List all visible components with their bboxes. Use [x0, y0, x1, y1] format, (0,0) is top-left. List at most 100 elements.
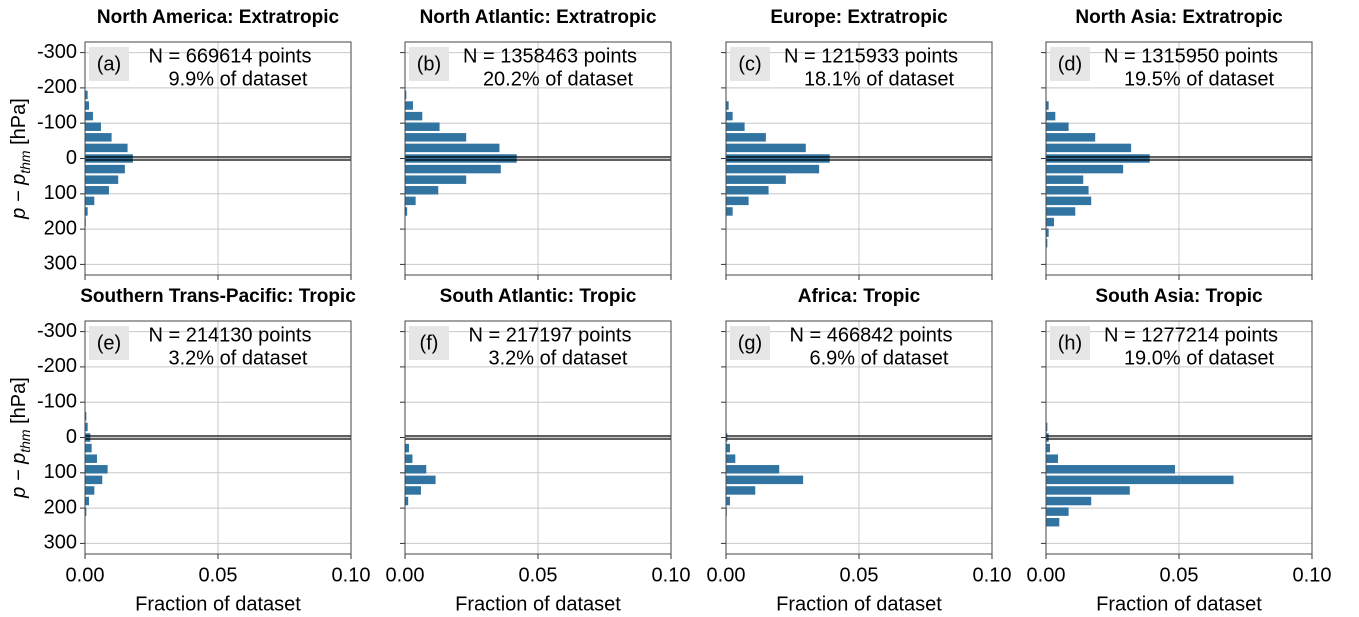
plot-frame	[84, 41, 352, 276]
x-tick-label: 0.00	[1027, 564, 1066, 586]
y-tick-label: 200	[44, 496, 77, 518]
x-tick-label: 0.00	[386, 564, 425, 586]
bar	[85, 412, 87, 421]
panel-label: (f)	[420, 332, 439, 354]
bar	[405, 465, 427, 474]
y-axis-label: p − pthm [hPa]	[8, 98, 32, 220]
annotation: N = 214130 points	[149, 324, 312, 346]
panel-title: North Asia: Extratropic	[1075, 7, 1283, 28]
panel-label-box	[730, 326, 770, 360]
annotation: 19.5% of dataset	[1124, 68, 1275, 90]
plot-frame	[1045, 320, 1313, 555]
annotation: 18.1% of dataset	[804, 68, 955, 90]
panel-title: South Asia: Tropic	[1095, 286, 1263, 307]
bar	[405, 196, 416, 206]
bar	[726, 207, 733, 216]
bar	[405, 475, 436, 485]
bar	[726, 143, 806, 153]
bar	[405, 90, 407, 100]
y-axis-label-part: [hPa]	[8, 377, 30, 429]
bar	[1046, 465, 1176, 474]
bar	[726, 186, 769, 195]
annotation: N = 1215933 points	[784, 45, 958, 67]
y-tick-label: 300	[44, 253, 77, 275]
bar	[726, 496, 730, 506]
annotation: N = 466842 points	[790, 324, 953, 346]
panel-label-box	[1050, 326, 1090, 360]
bar	[405, 207, 408, 216]
bar	[1046, 101, 1049, 110]
bar	[85, 443, 92, 453]
bar	[85, 465, 108, 474]
bar	[1046, 122, 1069, 131]
plot-frame	[84, 320, 352, 555]
panel-label: (a)	[97, 53, 121, 75]
bar	[1046, 154, 1150, 163]
bar	[405, 101, 413, 110]
bar	[1046, 164, 1124, 174]
y-tick-label: 100	[44, 461, 77, 483]
bar	[1046, 517, 1060, 527]
annotation: N = 1277214 points	[1104, 324, 1278, 346]
panel-title: Africa: Tropic	[798, 286, 921, 307]
annotation: N = 217197 points	[469, 324, 632, 346]
bar	[405, 154, 517, 163]
bar	[85, 496, 89, 506]
plot-frame	[404, 41, 672, 276]
x-tick-label: 0.00	[707, 564, 746, 586]
plot-frame	[725, 320, 993, 555]
bar	[726, 164, 820, 174]
bar	[85, 422, 88, 432]
panel-label: (b)	[417, 53, 441, 75]
plot-frame	[404, 320, 672, 555]
panel-label-box	[89, 47, 129, 81]
bar	[85, 433, 91, 442]
bar	[726, 133, 766, 142]
bar	[405, 486, 421, 495]
y-tick-label: 300	[44, 532, 77, 554]
bar	[85, 90, 88, 100]
bar	[405, 175, 467, 184]
plot-frame	[1045, 41, 1313, 276]
bar	[726, 101, 729, 110]
panel: -300 -200 -100 0 100 200 300 (a) N = 669614 poin…	[8, 7, 352, 280]
bar	[85, 454, 97, 463]
bar	[405, 133, 467, 142]
bar	[1046, 186, 1089, 195]
annotation: 9.9% of dataset	[169, 68, 308, 90]
bar	[405, 443, 409, 453]
x-axis-label: Fraction of dataset	[135, 593, 301, 615]
annotation: 19.0% of dataset	[1124, 347, 1275, 369]
y-axis-label-part: thm	[17, 429, 33, 453]
bar	[405, 164, 501, 174]
bar	[1046, 133, 1096, 142]
bar	[1046, 443, 1050, 453]
panel-label: (e)	[97, 332, 121, 354]
bar	[1046, 507, 1069, 516]
x-tick-label: 0.10	[332, 564, 371, 586]
panel-label-box	[409, 47, 449, 81]
bar	[1046, 422, 1048, 432]
annotation: 20.2% of dataset	[483, 68, 634, 90]
x-axis-label: Fraction of dataset	[455, 593, 621, 615]
bar	[85, 154, 133, 163]
bar	[1046, 207, 1076, 216]
bar	[85, 175, 119, 184]
bar	[1046, 228, 1049, 237]
bar	[1046, 111, 1056, 121]
panel-label-box	[1050, 47, 1090, 81]
panel-label: (h)	[1058, 332, 1082, 354]
bar	[1046, 454, 1058, 463]
annotation: 6.9% of dataset	[810, 347, 949, 369]
bar	[85, 486, 95, 495]
bar	[1046, 433, 1049, 442]
x-tick-label: 0.10	[973, 564, 1012, 586]
x-axis-label: Fraction of dataset	[1096, 593, 1262, 615]
bar	[726, 433, 728, 442]
x-tick-label: 0.05	[519, 564, 558, 586]
y-tick-label: 0	[66, 426, 77, 448]
